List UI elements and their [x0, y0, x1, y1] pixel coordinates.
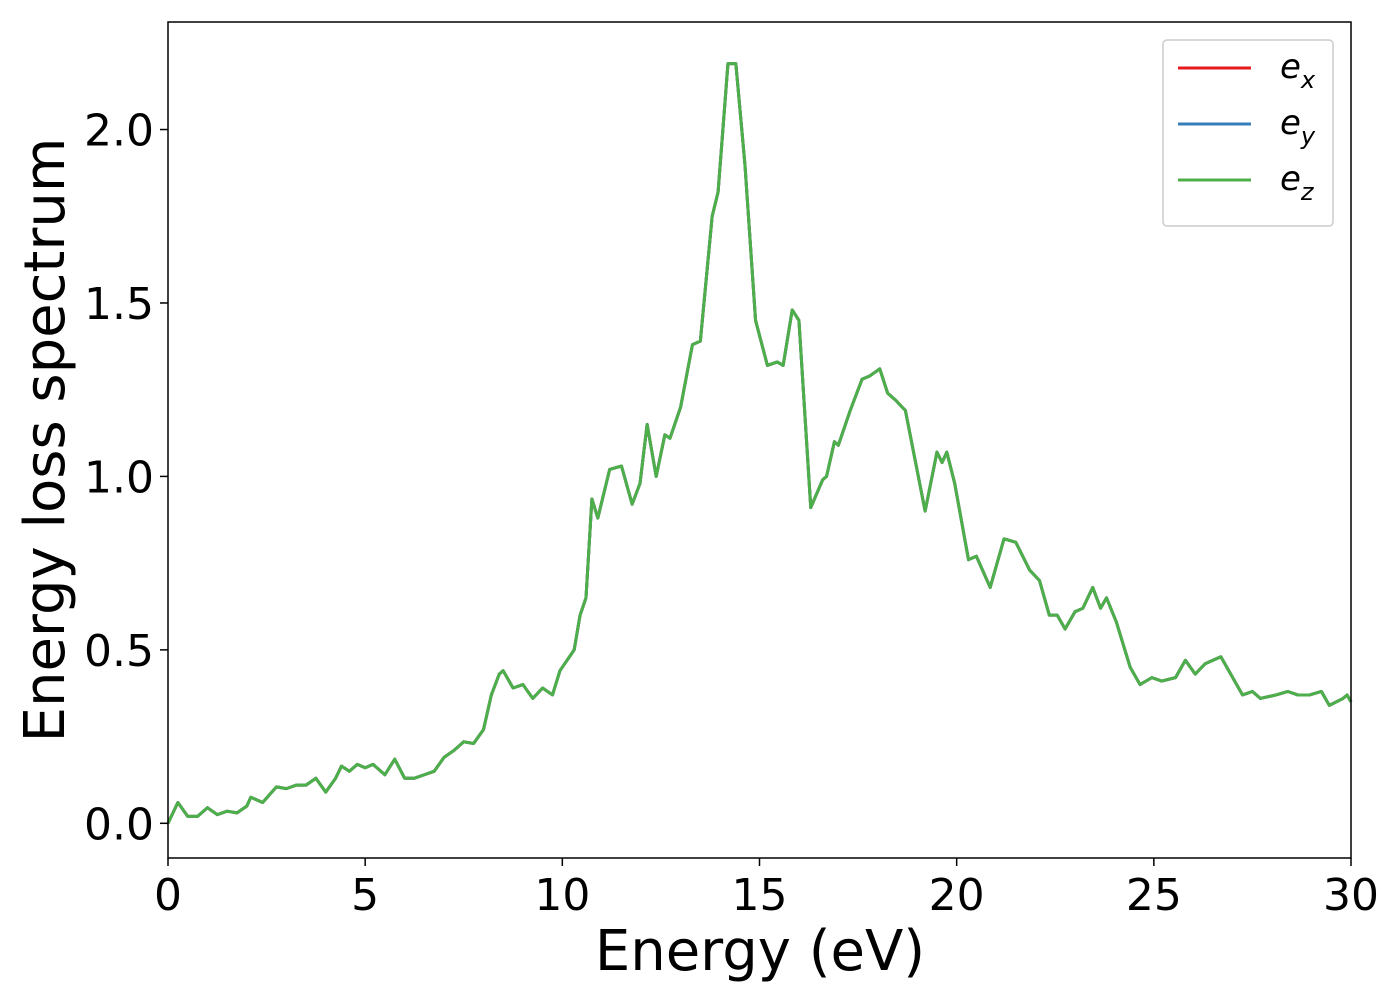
- plot-frame: [167, 21, 1352, 859]
- y-tick-label: 2.0: [84, 106, 154, 157]
- y-tick-label: 0.0: [84, 799, 154, 850]
- x-tick-label: 0: [154, 870, 182, 921]
- x-tick-label: 30: [1323, 870, 1379, 921]
- x-tick-label: 10: [534, 870, 590, 921]
- x-tick-label: 20: [929, 870, 985, 921]
- legend-label: ex: [1280, 47, 1316, 94]
- x-tick-label: 5: [351, 870, 379, 921]
- legend-label: ey: [1280, 103, 1316, 150]
- x-axis-label: Energy (eV): [595, 919, 925, 984]
- y-tick-label: 1.0: [84, 452, 154, 503]
- x-tick-label: 25: [1126, 870, 1182, 921]
- series-line: [166, 62, 1353, 824]
- legend-label: ez: [1280, 159, 1315, 206]
- y-axis-label: Energy loss spectrum: [13, 138, 78, 743]
- y-tick-label: 1.5: [84, 279, 154, 330]
- x-tick-label: 15: [732, 870, 788, 921]
- y-tick-label: 0.5: [84, 626, 154, 677]
